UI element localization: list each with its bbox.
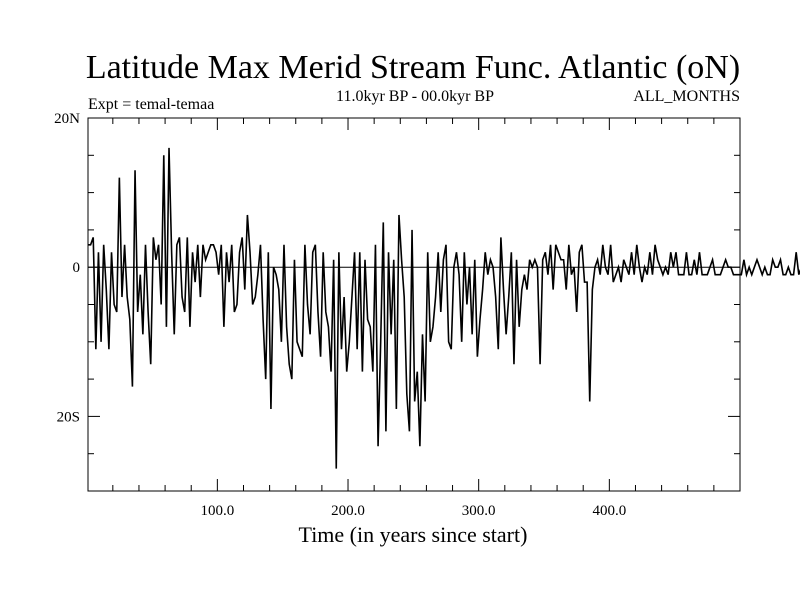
- y-tick-label: 20S: [57, 409, 80, 425]
- x-axis-label: Time (in years since start): [299, 522, 528, 547]
- time-range-label: 11.0kyr BP - 00.0kyr BP: [336, 88, 494, 105]
- months-label: ALL_MONTHS: [633, 88, 740, 105]
- chart-title: Latitude Max Merid Stream Func. Atlantic…: [86, 49, 740, 86]
- experiment-label: Expt = temal-temaa: [88, 96, 214, 113]
- x-tick-label: 300.0: [462, 503, 496, 519]
- plot-frame: [87, 117, 741, 492]
- x-tick-label: 400.0: [592, 503, 626, 519]
- x-tick-label: 200.0: [331, 503, 365, 519]
- y-tick-label: 0: [73, 260, 81, 276]
- x-tick-label: 100.0: [200, 503, 234, 519]
- series-line: [88, 147, 800, 469]
- y-tick-label: 20N: [54, 111, 80, 127]
